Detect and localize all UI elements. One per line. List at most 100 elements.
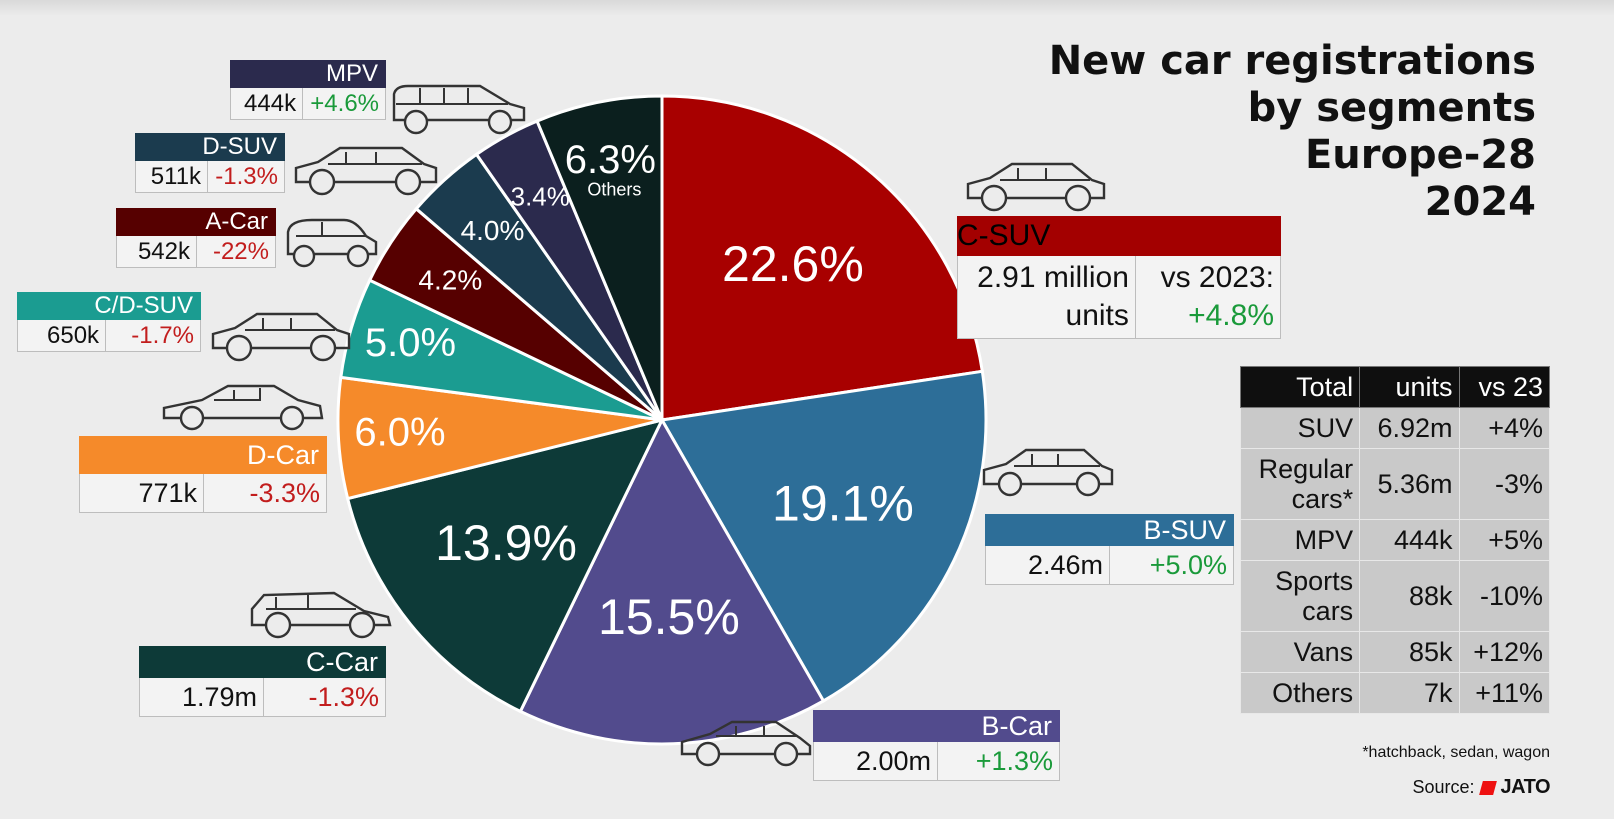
card-a-car-name: A-Car xyxy=(116,208,276,236)
summary-units: 6.92m xyxy=(1359,407,1460,449)
card-a-car-units: 542k xyxy=(137,238,190,265)
pie-label-d-car: 6.0% xyxy=(354,410,445,454)
summary-label: Others xyxy=(1239,672,1361,714)
hatchback-icon xyxy=(250,591,392,639)
card-c-suv: C-SUV 2.91 million units vs 2023: +4.8% xyxy=(957,216,1281,339)
card-d-suv: D-SUV 511k -1.3% xyxy=(135,133,285,193)
source-brand: JATO xyxy=(1500,776,1551,798)
suv-icon xyxy=(294,146,438,196)
pie-label-d-suv: 4.0% xyxy=(461,215,525,246)
summary-units: 88k xyxy=(1359,560,1460,632)
mpv-icon xyxy=(392,84,526,135)
card-d-car-units: 771k xyxy=(138,478,197,508)
footnote: *hatchback, sedan, wagon xyxy=(1362,744,1550,761)
pie-label-others: 6.3% xyxy=(565,138,656,182)
summary-units: 7k xyxy=(1359,672,1460,714)
card-c-car-change: -1.3% xyxy=(262,678,385,716)
summary-header-change: vs 23 xyxy=(1458,366,1550,408)
summary-label: Vans xyxy=(1239,631,1361,673)
city-car-icon xyxy=(286,218,378,268)
jato-logo-icon xyxy=(1478,780,1497,795)
pie-label-c-d-suv: 5.0% xyxy=(365,321,456,365)
table-row: Others 7k +11% xyxy=(1239,672,1550,714)
card-mpv-name: MPV xyxy=(230,60,386,88)
card-c-suv-units-l1: 2.91 million xyxy=(977,261,1129,294)
card-a-car: A-Car 542k -22% xyxy=(116,208,276,268)
card-b-car-name: B-Car xyxy=(813,710,1060,742)
table-row: Regular cars* 5.36m -3% xyxy=(1239,448,1550,520)
pie-slice-c-car xyxy=(345,417,665,714)
summary-change: -3% xyxy=(1458,448,1550,520)
card-b-car: B-Car 2.00m +1.3% xyxy=(813,710,1060,781)
pie-label-mpv: 3.4% xyxy=(511,181,570,211)
card-d-suv-change: -1.3% xyxy=(207,161,284,192)
title-line-2: by segments xyxy=(1247,85,1536,131)
card-b-car-units: 2.00m xyxy=(855,746,931,776)
pie-sublabel-others: Others xyxy=(587,179,641,199)
card-mpv-units: 444k xyxy=(244,90,297,117)
pie-slice-others xyxy=(535,94,664,421)
pie-slice-d-car xyxy=(336,375,663,501)
card-c-car-name: C-Car xyxy=(139,646,386,678)
card-cd-suv-change: -1.7% xyxy=(105,320,200,351)
summary-header-row: Total units vs 23 xyxy=(1239,366,1550,408)
table-row: Vans 85k +12% xyxy=(1239,631,1550,673)
pie-label-b-car: 15.5% xyxy=(598,589,740,645)
sedan-icon xyxy=(162,384,324,431)
card-cd-suv-units: 650k xyxy=(47,322,100,349)
summary-label: Regular cars* xyxy=(1239,448,1361,520)
suv-icon xyxy=(982,448,1114,497)
summary-units: 5.36m xyxy=(1359,448,1460,520)
top-shade xyxy=(0,0,1614,16)
summary-label: Sports cars xyxy=(1239,560,1361,632)
pie-slices xyxy=(336,94,988,746)
pie-label-a-car: 4.2% xyxy=(418,264,482,295)
card-b-car-change: +1.3% xyxy=(936,742,1059,780)
card-cd-suv: C/D-SUV 650k -1.7% xyxy=(17,292,201,352)
card-c-suv-name: C-SUV xyxy=(957,216,1281,256)
card-c-car: C-Car 1.79m -1.3% xyxy=(139,646,386,717)
title-line-4: 2024 xyxy=(1424,179,1536,225)
card-d-car: D-Car 771k -3.3% xyxy=(79,436,327,513)
card-c-suv-vs-value: +4.8% xyxy=(1188,299,1274,332)
card-a-car-change: -22% xyxy=(196,236,275,267)
card-d-suv-name: D-SUV xyxy=(135,133,285,161)
suv-icon xyxy=(211,312,351,362)
card-d-car-change: -3.3% xyxy=(203,474,326,512)
summary-change: +4% xyxy=(1458,407,1550,449)
suv-icon xyxy=(966,162,1106,212)
title-line-1: New car registrations xyxy=(1048,38,1536,84)
card-b-suv: B-SUV 2.46m +5.0% xyxy=(985,514,1234,585)
summary-header-units: units xyxy=(1359,366,1460,408)
card-mpv: MPV 444k +4.6% xyxy=(230,60,386,120)
summary-units: 444k xyxy=(1359,519,1460,561)
source-credit: Source: JATO xyxy=(1412,776,1550,799)
card-c-suv-units: 2.91 million units xyxy=(958,256,1135,338)
summary-change: +5% xyxy=(1458,519,1550,561)
card-cd-suv-name: C/D-SUV xyxy=(17,292,201,320)
table-row: Sports cars 88k -10% xyxy=(1239,560,1550,632)
summary-label: MPV xyxy=(1239,519,1361,561)
summary-label: SUV xyxy=(1239,407,1361,449)
pie-labels: 22.6% 19.1% 15.5% 13.9% 6.0% 5.0% 4.2% 4.0% 3.4%… xyxy=(354,138,913,645)
summary-units: 85k xyxy=(1359,631,1460,673)
chart-title: New car registrations by segments Europe… xyxy=(836,38,1536,226)
pie-label-c-car: 13.9% xyxy=(435,515,577,571)
card-c-suv-units-l2: units xyxy=(1065,299,1129,332)
pie-label-c-suv: 22.6% xyxy=(722,236,864,292)
title-line-3: Europe-28 xyxy=(1304,132,1536,178)
pie-label-b-suv: 19.1% xyxy=(772,475,914,531)
card-mpv-change: +4.6% xyxy=(302,88,385,119)
summary-header-total: Total xyxy=(1239,366,1361,408)
card-b-suv-name: B-SUV xyxy=(985,514,1234,546)
card-c-car-units: 1.79m xyxy=(181,682,257,712)
summary-change: +11% xyxy=(1458,672,1550,714)
table-row: MPV 444k +5% xyxy=(1239,519,1550,561)
card-d-car-name: D-Car xyxy=(79,436,327,474)
card-b-suv-units: 2.46m xyxy=(1027,550,1103,580)
card-b-suv-change: +5.0% xyxy=(1109,546,1233,584)
table-row: SUV 6.92m +4% xyxy=(1239,407,1550,449)
pie-slice-b-suv xyxy=(659,369,988,703)
card-c-suv-change: vs 2023: +4.8% xyxy=(1134,256,1280,338)
